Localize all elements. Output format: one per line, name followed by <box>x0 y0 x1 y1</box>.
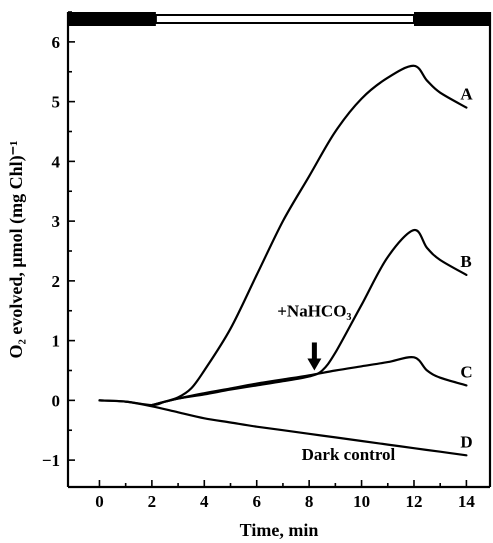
y-tick-label: 6 <box>52 33 61 52</box>
x-axis-title: Time, min <box>240 520 319 540</box>
y-tick-label: 5 <box>52 93 61 112</box>
curve-b <box>150 228 468 407</box>
x-tick-label: 10 <box>353 492 370 511</box>
x-axis-ticks: 0 2 4 6 8 10 12 14 <box>95 480 475 511</box>
curve-label-c: C <box>460 362 472 381</box>
axes <box>66 12 492 489</box>
x-tick-label: 4 <box>200 492 209 511</box>
annotations: +NaHCO₃ Dark control <box>277 302 395 464</box>
y-tick-label: 1 <box>52 332 61 351</box>
x-tick-label: 0 <box>95 492 104 511</box>
nahco3-label: +NaHCO₃ <box>277 302 351 321</box>
curve-label-d: D <box>460 432 472 451</box>
curve-c <box>150 355 468 407</box>
y-tick-label: 0 <box>52 391 61 410</box>
dark-control-label: Dark control <box>302 445 396 464</box>
light-dark-bar <box>68 12 490 26</box>
nahco3-arrow <box>307 342 322 371</box>
curve-label-b: B <box>460 252 471 271</box>
y-tick-label: 4 <box>52 152 61 171</box>
y-axis-ticks: −1 0 1 2 3 4 5 6 <box>42 11 75 470</box>
x-tick-label: 6 <box>252 492 261 511</box>
x-tick-label: 2 <box>148 492 157 511</box>
y-axis-title: O₂ evolved, μmol (mg Chl)⁻¹ <box>6 141 27 359</box>
dark-period-bar-right <box>413 12 490 26</box>
curve-a <box>98 64 468 407</box>
y-tick-label: 2 <box>52 272 61 291</box>
x-tick-label: 14 <box>458 492 476 511</box>
curve-labels: A B C D <box>460 85 473 452</box>
x-tick-label: 8 <box>305 492 314 511</box>
curve-d <box>98 399 468 457</box>
dark-period-bar-left <box>68 12 156 26</box>
light-period-bar <box>154 14 415 24</box>
curve-label-a: A <box>460 85 473 104</box>
curves <box>98 64 468 457</box>
x-tick-label: 12 <box>405 492 422 511</box>
y-tick-label: 3 <box>52 212 61 231</box>
y-tick-label: −1 <box>42 451 60 470</box>
arrow-head <box>307 358 322 371</box>
